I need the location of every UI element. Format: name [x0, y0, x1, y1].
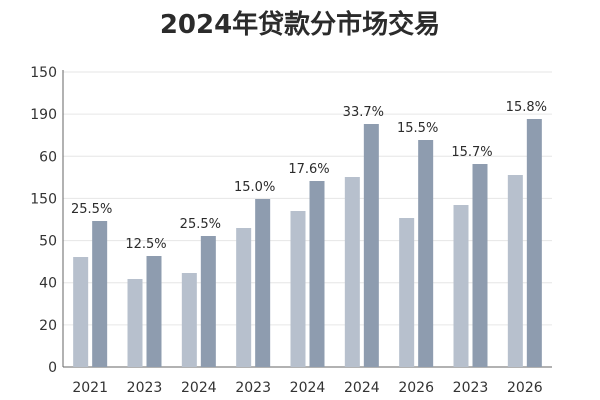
x-tick-label: 2023 — [127, 380, 163, 396]
data-label: 25.5% — [71, 202, 112, 217]
bar-series-1 — [399, 218, 415, 367]
bar-series-2 — [363, 124, 379, 367]
x-tick-label: 2023 — [453, 380, 489, 396]
bar-series-1 — [236, 228, 252, 367]
x-tick-label: 2023 — [235, 380, 271, 396]
bar-series-1 — [507, 175, 523, 367]
bar-series-1 — [290, 211, 306, 367]
y-tick-label: 40 — [39, 276, 57, 292]
data-label: 15.7% — [451, 145, 492, 160]
data-label: 15.8% — [506, 100, 547, 115]
y-tick-label: 60 — [39, 149, 57, 165]
bar-series-1 — [127, 279, 143, 367]
bar-series-1 — [181, 273, 197, 367]
bar-series-2 — [472, 164, 488, 367]
bar-series-2 — [146, 256, 162, 367]
x-tick-label: 2024 — [290, 380, 326, 396]
data-label: 25.5% — [180, 217, 221, 232]
bar-series-2 — [255, 199, 271, 367]
x-tick-label: 2026 — [507, 380, 543, 396]
data-label: 15.5% — [397, 121, 438, 136]
y-tick-label: 150 — [30, 191, 57, 207]
bar-series-2 — [526, 119, 542, 367]
bar-series-2 — [92, 221, 108, 367]
y-tick-label: 0 — [48, 360, 57, 376]
x-tick-label: 2021 — [72, 380, 108, 396]
data-label: 12.5% — [125, 237, 166, 252]
data-label: 33.7% — [343, 105, 384, 120]
x-tick-label: 2026 — [398, 380, 434, 396]
y-tick-label: 150 — [30, 65, 57, 81]
chart-title: 2024年贷款分市场交易 — [159, 10, 441, 40]
bar-series-2 — [200, 236, 216, 367]
bar-series-1 — [344, 177, 360, 367]
x-tick-label: 2024 — [181, 380, 217, 396]
bar-series-1 — [453, 205, 469, 367]
bar-series-2 — [309, 181, 325, 367]
bar-series-2 — [418, 140, 434, 367]
y-tick-label: 50 — [39, 234, 57, 250]
bar-series-1 — [73, 257, 89, 367]
x-tick-label: 2024 — [344, 380, 380, 396]
y-tick-label: 20 — [39, 318, 57, 334]
data-label: 15.0% — [234, 180, 275, 195]
y-tick-label: 190 — [30, 107, 57, 123]
data-label: 17.6% — [288, 162, 329, 177]
